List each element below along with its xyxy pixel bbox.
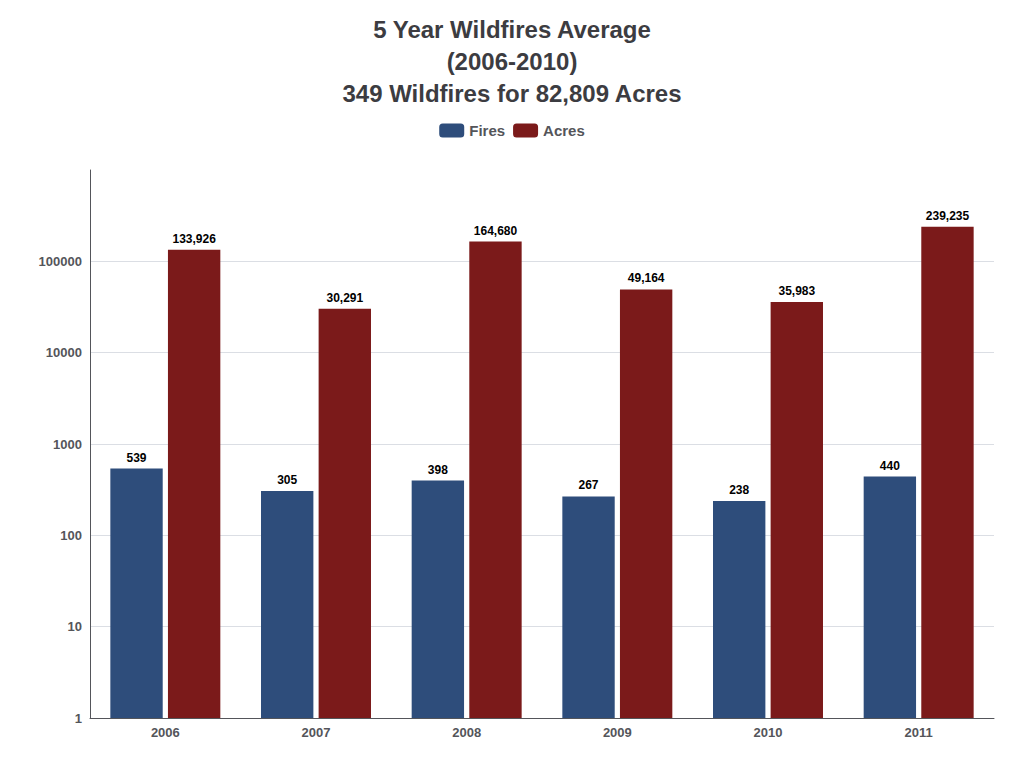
svg-text:100: 100 <box>60 528 82 543</box>
svg-text:440: 440 <box>880 459 900 473</box>
svg-text:(2006-2010): (2006-2010) <box>447 48 578 75</box>
svg-text:267: 267 <box>579 478 599 492</box>
svg-text:30,291: 30,291 <box>326 291 363 305</box>
svg-text:1: 1 <box>75 711 82 726</box>
svg-text:238: 238 <box>729 483 749 497</box>
svg-text:133,926: 133,926 <box>172 232 216 246</box>
svg-text:2009: 2009 <box>603 725 632 740</box>
svg-text:2010: 2010 <box>754 725 783 740</box>
svg-text:Acres: Acres <box>543 122 585 139</box>
svg-text:2008: 2008 <box>452 725 481 740</box>
svg-text:2011: 2011 <box>905 725 933 740</box>
svg-text:10000: 10000 <box>46 345 82 360</box>
svg-text:Fires: Fires <box>469 122 505 139</box>
svg-text:164,680: 164,680 <box>474 224 518 238</box>
svg-text:539: 539 <box>127 451 147 465</box>
svg-text:10: 10 <box>68 619 82 634</box>
svg-text:2006: 2006 <box>151 725 180 740</box>
svg-text:349 Wildfires for 82,809 Acres: 349 Wildfires for 82,809 Acres <box>342 80 681 107</box>
svg-text:1000: 1000 <box>53 437 82 452</box>
svg-text:100000: 100000 <box>39 254 82 269</box>
svg-text:239,235: 239,235 <box>926 209 970 223</box>
svg-text:35,983: 35,983 <box>778 284 815 298</box>
svg-text:305: 305 <box>277 473 297 487</box>
svg-text:2007: 2007 <box>302 725 331 740</box>
svg-text:5 Year Wildfires Average: 5 Year Wildfires Average <box>373 16 651 43</box>
svg-text:49,164: 49,164 <box>628 271 665 285</box>
svg-text:398: 398 <box>428 463 448 477</box>
